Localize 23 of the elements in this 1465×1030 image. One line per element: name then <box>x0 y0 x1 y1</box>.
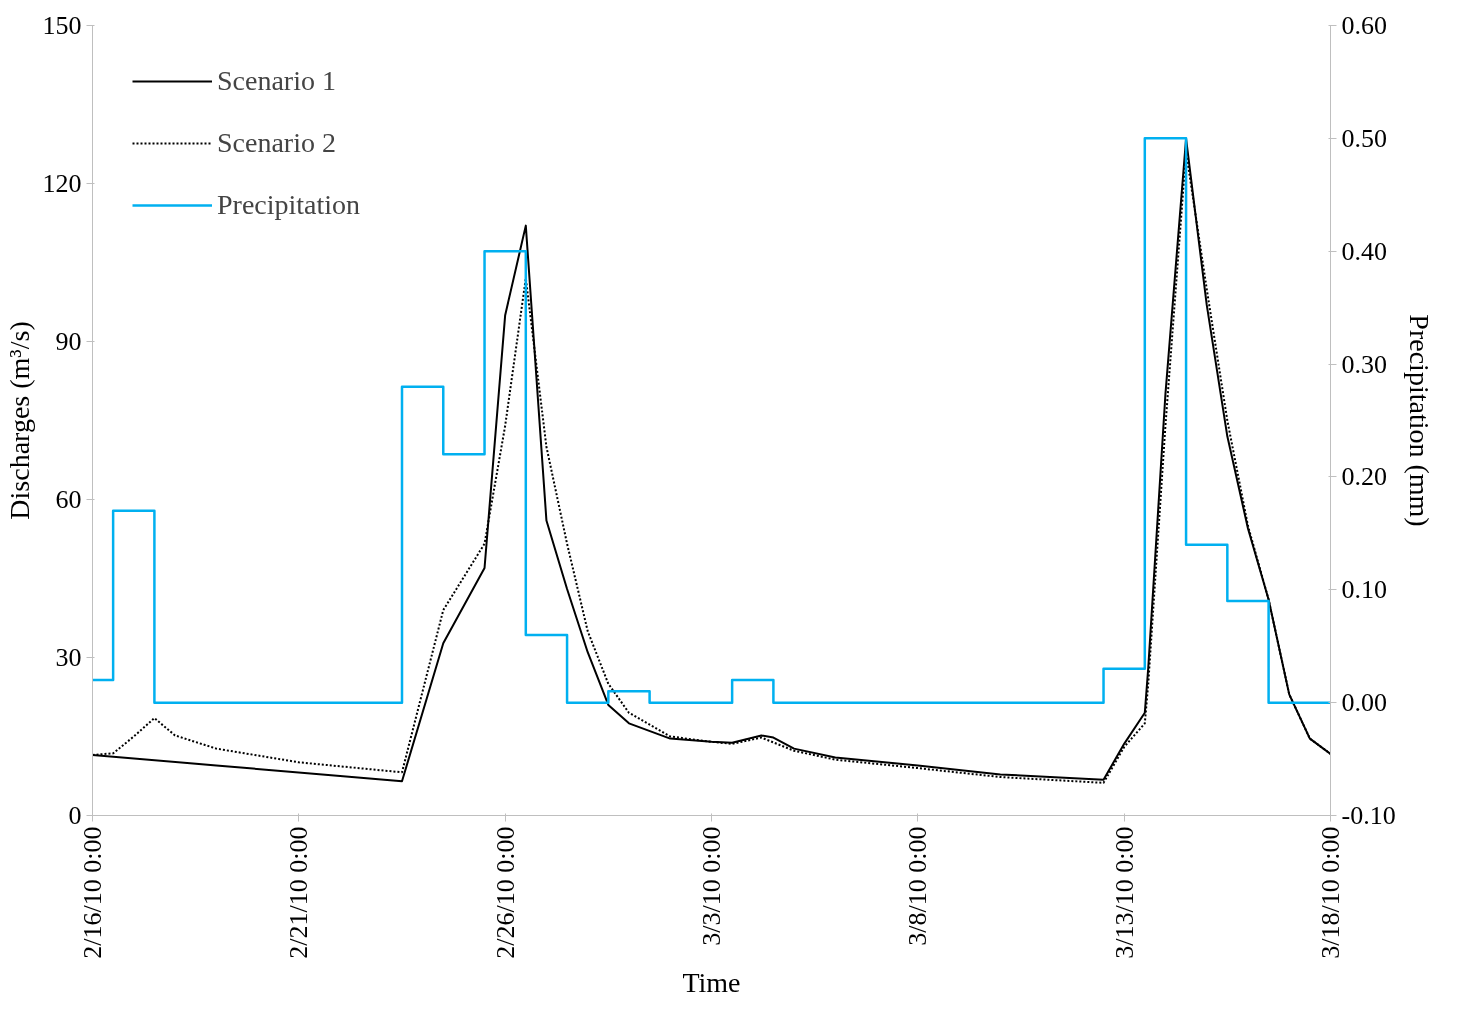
x-tick-label: 3/8/10 0:00 <box>903 826 933 946</box>
x-tick-label: 3/3/10 0:00 <box>697 826 726 946</box>
x-axis-title: Time <box>682 966 741 998</box>
y2-tick-label: 0.10 <box>1341 575 1387 605</box>
x-tick-label: 3/13/10 0:00 <box>1109 826 1139 959</box>
y-axis-title: Discharges (m³/s) <box>3 321 35 520</box>
y-tick-label: 120 <box>42 169 82 198</box>
y2-tick-label: 0.40 <box>1341 236 1387 266</box>
y2-tick-label: 0.60 <box>1341 11 1387 40</box>
y-tick-label: 150 <box>42 11 82 40</box>
y2-axis-title: Precipitation (mm) <box>1403 314 1435 527</box>
x-tick-label: 2/21/10 0:00 <box>284 826 314 959</box>
y-tick-label: 30 <box>55 643 82 672</box>
y2-tick-label: 0.50 <box>1341 123 1387 153</box>
legend-label: Scenario 2 <box>217 127 336 159</box>
y-tick-label: 90 <box>55 327 82 356</box>
y2-tick-label: 0.20 <box>1341 462 1387 492</box>
legend-label: Scenario 1 <box>217 65 336 97</box>
y-tick-label: 60 <box>55 485 82 514</box>
x-tick-label: 2/26/10 0:00 <box>490 826 520 959</box>
y2-tick-label: 0.00 <box>1341 688 1387 718</box>
y2-tick-label: 0.30 <box>1341 349 1387 379</box>
legend-label: Precipitation <box>217 189 361 221</box>
